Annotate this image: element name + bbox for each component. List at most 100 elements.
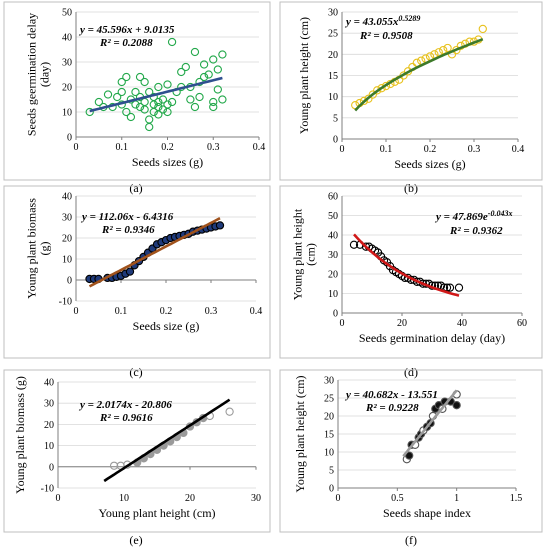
data-point	[131, 87, 140, 97]
data-point	[154, 82, 163, 92]
x-tick-label: 0.1	[115, 306, 128, 317]
y-tick-label: 15	[328, 71, 338, 82]
data-point	[361, 242, 371, 251]
y-tick-label: 20	[44, 420, 54, 431]
data-point	[209, 55, 218, 64]
data-point	[373, 86, 382, 95]
x-tick-label: 0	[336, 493, 341, 504]
trend-line	[353, 233, 460, 297]
y-tick-label: 0	[329, 484, 334, 495]
data-point	[113, 92, 122, 102]
x-tick-label: 0.1	[116, 142, 129, 153]
equation-label: y = 40.682x - 13.551	[344, 389, 438, 401]
y-tick-label: 15	[324, 430, 334, 441]
data-point	[213, 85, 222, 94]
data-point	[177, 67, 186, 77]
r-squared-label: R² = 0.9362	[449, 225, 503, 237]
equation-label: y = 47.869e-0.043x	[434, 209, 512, 223]
y-axis-label: Young plant biomass	[25, 198, 39, 299]
x-tick-label: 30	[251, 493, 261, 504]
r-squared-label: R² = 0.9508	[359, 30, 413, 42]
x-tick-label: 60	[517, 318, 527, 329]
equation-exponent: -0.043x	[488, 209, 513, 218]
y-tick-label: 25	[324, 394, 334, 405]
data-point	[364, 94, 373, 103]
x-tick-label: 10	[119, 493, 129, 504]
data-point	[215, 221, 225, 230]
x-axis-label: Seeds germination delay (day)	[359, 331, 505, 345]
equation-label: y = 43.055x0.5289	[344, 14, 420, 28]
x-tick-label: 0.2	[424, 144, 437, 155]
y-tick-label: -10	[59, 297, 72, 308]
y-tick-label: 0	[49, 462, 54, 473]
chart-panel-b: 0 5 10 15 20 25 30 0 0.1 0.2 0.3 0.4 Seeds sizes (g)…	[279, 1, 543, 195]
data-point	[181, 62, 190, 72]
data-point	[418, 279, 428, 288]
equation-label: y = 45.596x + 9.0135	[78, 24, 175, 36]
x-tick-label: 0.4	[512, 144, 525, 155]
y-tick-label: 30	[62, 58, 72, 69]
data-point	[140, 77, 149, 87]
data-point	[199, 72, 209, 82]
equation-label: y = 2.0174x - 20.806	[78, 399, 172, 411]
y-tick-label: 10	[62, 255, 72, 266]
data-point	[126, 112, 136, 122]
data-point	[135, 72, 145, 82]
x-tick-label: 0.3	[205, 306, 218, 317]
x-tick-label: 0	[74, 142, 79, 153]
x-axis-label: Seeds size (g)	[133, 319, 200, 333]
y-axis-label: (g)	[38, 242, 52, 256]
data-point	[478, 24, 487, 34]
y-tick-label: 10	[324, 448, 334, 459]
y-tick-label: 0	[333, 309, 338, 320]
x-axis-label: Seeds sizes (g)	[394, 157, 465, 171]
y-tick-label: 10	[44, 441, 54, 452]
trend-line	[402, 389, 458, 458]
r-squared-label: R² = 0.9616	[99, 412, 153, 424]
y-tick-label: 20	[62, 234, 72, 245]
data-point	[167, 97, 177, 107]
y-axis-label: Young plant height (cm)	[293, 375, 307, 492]
data-point	[158, 95, 168, 104]
data-point	[209, 97, 218, 107]
x-tick-label: 0.1	[380, 144, 393, 155]
y-tick-label: 30	[44, 399, 54, 410]
data-point	[445, 283, 455, 292]
equation-exponent: 0.5289	[398, 14, 420, 23]
trend-line	[103, 398, 231, 483]
y-tick-label: 30	[328, 8, 338, 19]
data-point	[140, 97, 149, 107]
x-tick-label: 0	[340, 318, 345, 329]
data-point	[163, 80, 172, 89]
y-tick-label: 10	[62, 108, 72, 119]
data-point	[163, 107, 172, 117]
equation-base: y = 43.055x	[344, 16, 399, 28]
y-tick-label: 60	[328, 192, 338, 203]
data-point	[154, 97, 163, 107]
y-tick-label: 40	[328, 231, 338, 242]
x-tick-label: 0	[56, 493, 61, 504]
data-point	[218, 50, 227, 59]
data-point	[135, 102, 145, 112]
x-axis-label: Seeds sizes (g)	[132, 155, 203, 169]
data-point	[443, 43, 452, 53]
data-point	[204, 70, 213, 79]
y-tick-label: -10	[41, 484, 54, 495]
trend-line	[354, 37, 484, 112]
y-tick-label: 40	[44, 378, 54, 389]
data-point	[225, 407, 234, 416]
data-point	[218, 95, 227, 104]
data-point	[85, 107, 94, 117]
panel-label: (f)	[405, 533, 417, 547]
data-point	[149, 100, 158, 109]
panel-label: (e)	[129, 533, 142, 547]
data-point	[213, 65, 222, 74]
y-tick-label: 5	[329, 466, 334, 477]
data-point	[359, 96, 369, 106]
data-point	[377, 84, 386, 93]
r-squared-label: R² = 0.2088	[99, 37, 153, 49]
data-point	[117, 87, 126, 97]
y-tick-label: 25	[328, 29, 338, 40]
y-axis-label: (day)	[38, 62, 52, 87]
